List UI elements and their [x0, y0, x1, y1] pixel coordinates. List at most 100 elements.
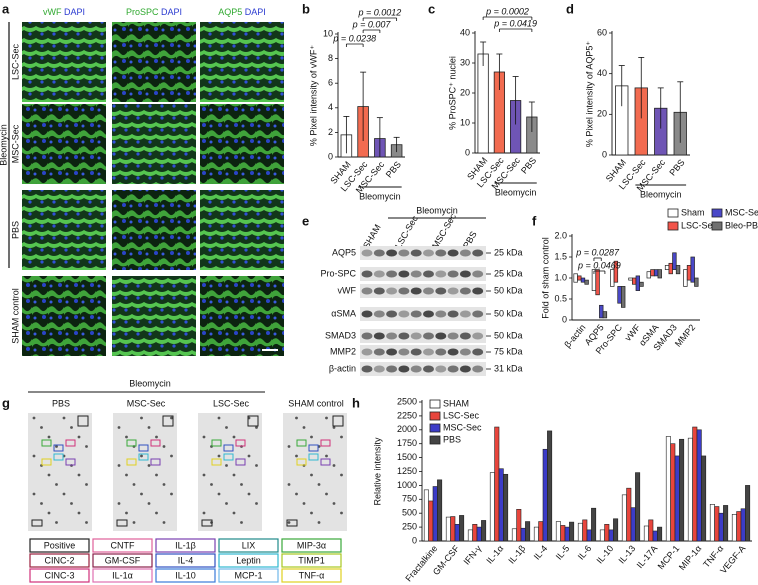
blot-band: [435, 249, 447, 257]
bar: [670, 443, 676, 542]
array-box: [116, 519, 128, 527]
bar: [564, 526, 570, 542]
array-box: [308, 453, 319, 461]
array-box: [41, 439, 52, 447]
y-tick-label: 750: [402, 494, 417, 504]
array-spot: [147, 464, 151, 467]
legend-swatch: [711, 208, 723, 218]
row-label: MSC-Sec: [10, 124, 20, 163]
array-spot: [125, 473, 128, 477]
key-cell: [155, 553, 216, 568]
range-bar: [694, 277, 699, 287]
range-bar: [657, 269, 662, 279]
blot-band: [398, 365, 410, 373]
bar: [525, 521, 531, 542]
legend-label: LSC-Sec: [681, 220, 718, 230]
blot-band: [386, 365, 398, 373]
panel-label: e: [302, 213, 309, 228]
blot-band: [386, 332, 398, 340]
y-tick-label: 250: [402, 521, 417, 531]
bar: [665, 436, 671, 542]
y-tick-label: 8: [328, 53, 333, 63]
legend-swatch: [429, 399, 441, 409]
p-value: p = 0.0002: [485, 6, 529, 16]
array-box: [150, 439, 161, 447]
array-spot: [310, 435, 313, 439]
legend-swatch: [667, 221, 679, 231]
bar: [586, 529, 592, 542]
size-label: 31 kDa: [494, 363, 523, 373]
blot-band: [447, 249, 459, 257]
key-cell: [218, 538, 279, 553]
error-bar: [638, 57, 645, 119]
y-tick-label: 30: [460, 57, 470, 67]
array-spot: [325, 492, 328, 496]
blot-band: [447, 332, 459, 340]
bar: [533, 526, 539, 542]
legend-label: PBS: [443, 434, 461, 444]
array-box: [126, 458, 137, 466]
group-label: Bleomycin: [640, 189, 682, 199]
blot-band: [386, 249, 398, 257]
stain-label: DAPI: [64, 7, 85, 17]
error-bar: [393, 136, 400, 153]
array-spot: [132, 521, 136, 524]
array-spot: [202, 473, 206, 477]
group-label: Bleomycin: [0, 124, 8, 166]
array-spot: [240, 521, 243, 524]
array-box: [150, 458, 161, 466]
bar: [476, 526, 482, 542]
x-tick-label: IL-4: [532, 543, 550, 561]
blot-band: [447, 310, 459, 318]
bar: [560, 525, 566, 542]
micrograph: [200, 276, 284, 356]
blot-band: [386, 270, 398, 278]
range-bar: [639, 281, 644, 287]
group-label: Bleomycin: [495, 187, 537, 197]
array-spot: [202, 435, 206, 439]
array-box: [41, 458, 52, 466]
array-spot: [217, 492, 221, 496]
bar: [582, 519, 588, 542]
bar: [648, 519, 654, 542]
range-bar: [672, 252, 677, 270]
blot-band: [423, 348, 434, 356]
key-cell: [281, 568, 342, 583]
key-label: CINC-3: [44, 570, 74, 580]
bar: [477, 53, 489, 154]
bar: [459, 515, 465, 542]
bar: [608, 529, 614, 542]
bar: [432, 486, 438, 542]
bar: [467, 529, 473, 542]
array-membrane: [198, 413, 262, 531]
blot-band: [398, 348, 410, 356]
blot-band: [459, 365, 471, 373]
blot-band: [398, 287, 410, 295]
range-bar: [580, 277, 586, 283]
array-spot: [85, 445, 88, 448]
array-spot: [132, 483, 136, 486]
stain-label: AQP5: [218, 7, 242, 17]
bar: [731, 514, 737, 542]
array-spot: [287, 521, 291, 524]
bar: [489, 472, 495, 542]
blot-band: [361, 332, 373, 340]
array-spot: [302, 426, 306, 429]
array-box: [211, 439, 222, 447]
array-spot: [70, 426, 73, 429]
micrograph: [200, 190, 284, 270]
array-spot: [302, 502, 306, 505]
blot-band: [361, 310, 373, 318]
bar: [643, 525, 649, 542]
array-spot: [162, 521, 166, 524]
blot-band: [423, 332, 434, 340]
size-label: 75 kDa: [494, 346, 523, 356]
array-membrane: [113, 413, 177, 531]
array-spot: [240, 483, 243, 486]
blot-band: [410, 310, 422, 318]
micrograph: [112, 190, 196, 270]
y-tick-label: 2500: [397, 396, 417, 406]
y-tick-label: 1500: [397, 452, 417, 462]
key-cell: [281, 538, 342, 553]
array-spot: [85, 483, 88, 486]
